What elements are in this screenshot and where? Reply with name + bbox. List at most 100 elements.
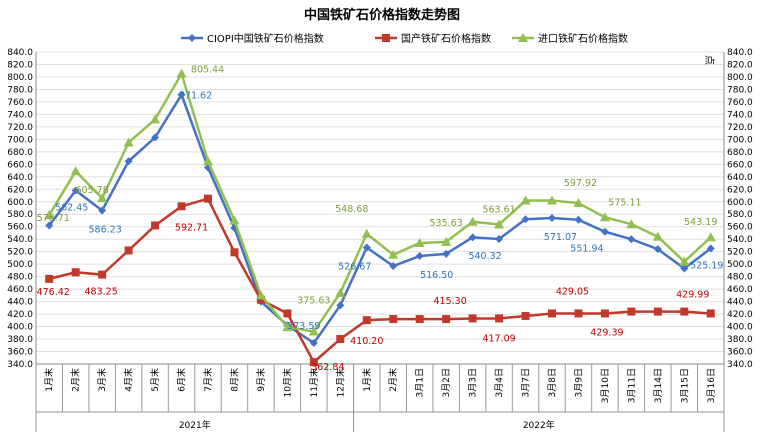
y-tick-label-right: 340.0	[727, 360, 753, 370]
y-tick-label: 400.0	[7, 323, 33, 333]
data-label: 597.92	[564, 178, 597, 189]
data-label: 605.78	[76, 185, 109, 196]
legend-item: 进口铁矿石价格指数	[512, 32, 628, 45]
y-tick-label-right: 780.0	[727, 85, 753, 95]
legend-label: CIOPI中国铁矿石价格指数	[207, 32, 324, 45]
category-label: 3月2日	[441, 368, 452, 397]
square-marker	[653, 307, 662, 316]
y-tick-label-right: 760.0	[727, 98, 753, 108]
square-marker	[71, 268, 80, 277]
y-tick-label: 360.0	[7, 348, 33, 358]
triangle-marker	[441, 236, 452, 246]
triangle-marker	[414, 237, 425, 247]
diamond-marker	[151, 133, 160, 142]
y-tick-label: 660.0	[7, 160, 33, 170]
category-label: 3月14日	[653, 368, 664, 403]
data-label: 562.45	[55, 203, 88, 214]
category-label: 3月15日	[679, 368, 690, 403]
y-tick-label-right: 800.0	[727, 73, 753, 83]
category-label: 3月3日	[468, 368, 479, 397]
diamond-marker	[98, 206, 107, 215]
y-tick-label: 420.0	[7, 310, 33, 320]
data-label: 592.71	[175, 222, 208, 233]
data-label: 516.50	[420, 270, 453, 281]
y-tick-label: 800.0	[7, 73, 33, 83]
y-tick-label-right: 820.0	[727, 60, 753, 70]
triangle-marker	[518, 33, 528, 42]
data-label: 429.39	[590, 327, 623, 338]
square-marker	[230, 248, 239, 257]
y-tick-label-right: 440.0	[727, 298, 753, 308]
grid-lines	[36, 51, 724, 365]
y-tick-label: 580.0	[7, 210, 33, 220]
square-marker	[256, 295, 265, 304]
diamond-marker	[188, 34, 196, 42]
diamond-marker	[653, 245, 662, 254]
category-label: 5月末	[149, 368, 161, 392]
square-marker	[706, 309, 715, 318]
category-label: 3月10日	[600, 368, 611, 403]
y-tick-label-right: 540.0	[727, 235, 753, 245]
left-axis-ticks: 340.0 360.0 380.0 400.0 420.0 440.0 460.0 480.0…	[7, 48, 33, 370]
square-marker	[468, 314, 477, 323]
y-tick-label: 640.0	[7, 173, 33, 183]
y-tick-label: 540.0	[7, 235, 33, 245]
y-tick-label-right: 580.0	[727, 210, 753, 220]
y-tick-label: 720.0	[7, 123, 33, 133]
data-label: 548.68	[335, 204, 368, 215]
category-label: 7月末	[202, 368, 214, 392]
triangle-marker	[494, 219, 505, 229]
diamond-marker	[389, 262, 398, 271]
square-marker	[45, 274, 54, 283]
y-tick-label: 520.0	[7, 248, 33, 258]
data-label: 483.25	[85, 287, 118, 298]
group-label: 2021年	[179, 419, 211, 431]
triangle-marker	[599, 212, 610, 222]
y-tick-label: 380.0	[7, 335, 33, 345]
triangle-marker	[97, 193, 108, 203]
square-marker	[680, 307, 689, 316]
square-marker	[521, 311, 530, 320]
triangle-marker	[123, 137, 134, 147]
y-tick-label: 700.0	[7, 135, 33, 145]
diamond-marker	[336, 301, 345, 310]
square-marker	[151, 221, 160, 230]
chart-title: 中国铁矿石价格指数走势图	[304, 7, 460, 23]
category-label: 3月末	[96, 368, 108, 392]
data-label: 535.63	[430, 218, 463, 229]
y-tick-label: 740.0	[7, 110, 33, 120]
legend-label: 国产铁矿石价格指数	[401, 32, 491, 45]
data-label: 563.61	[482, 204, 515, 215]
square-marker	[283, 309, 292, 318]
diamond-marker	[45, 221, 54, 230]
y-tick-label: 820.0	[7, 60, 33, 70]
right-axis-ticks: 340.0 360.0 380.0 400.0 420.0 440.0 460.0 480.0…	[727, 48, 753, 370]
series-line	[48, 93, 712, 345]
category-label: 3月1日	[415, 368, 426, 397]
square-marker	[600, 309, 609, 318]
y-tick-label-right: 700.0	[727, 135, 753, 145]
y-tick-label-right: 460.0	[727, 285, 753, 295]
category-labels: 1月末 2月末 3月末 4月末 5月末 6月末 7月末 8月末 9月末 10月末 11月末 12月末 1…	[35, 364, 725, 432]
data-label: 375.63	[297, 296, 330, 307]
category-label: 11月末	[308, 368, 320, 397]
category-label: 12月末	[334, 368, 346, 397]
category-label: 4月末	[123, 368, 135, 392]
triangle-marker	[70, 166, 81, 176]
y-tick-label: 340.0	[7, 360, 33, 370]
y-tick-label-right: 420.0	[727, 310, 753, 320]
category-label: 3月9日	[573, 368, 584, 397]
square-marker	[336, 335, 345, 344]
data-label: 805.44	[191, 65, 224, 76]
data-label: 429.05	[556, 286, 589, 297]
triangle-marker	[282, 322, 293, 332]
diamond-marker	[574, 215, 583, 224]
y-tick-label-right: 360.0	[727, 348, 753, 358]
triangle-marker	[520, 195, 531, 205]
data-label: 578.71	[37, 213, 70, 224]
data-label: 417.09	[482, 333, 515, 344]
diamond-marker	[362, 243, 371, 252]
data-label: 373.59	[287, 321, 320, 332]
square-marker	[362, 316, 371, 325]
